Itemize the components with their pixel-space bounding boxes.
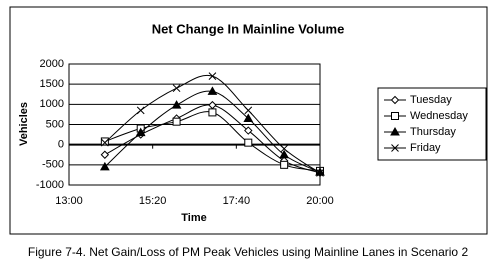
y-tick-label: -500	[42, 159, 64, 171]
legend-label: Tuesday	[410, 94, 452, 106]
data-point	[208, 108, 217, 117]
caption: Figure 7-4. Net Gain/Loss of PM Peak Veh…	[28, 245, 469, 259]
data-point	[316, 169, 324, 177]
data-point	[99, 161, 110, 171]
data-point	[208, 72, 217, 80]
data-point	[244, 126, 253, 135]
data-point	[279, 149, 290, 159]
data-point	[100, 137, 109, 146]
data-point	[280, 160, 289, 169]
x-tick-label: 15:20	[139, 195, 167, 207]
y-axis-label: Vehicles	[18, 102, 30, 146]
data-point	[101, 138, 109, 147]
legend-marker	[390, 95, 400, 105]
data-point	[136, 106, 145, 115]
data-point	[244, 138, 253, 147]
data-point	[135, 127, 146, 137]
legend-marker	[391, 144, 399, 152]
legend-marker	[390, 126, 400, 136]
legend-label: Wednesday	[410, 110, 468, 122]
y-tick-label: 0	[58, 139, 64, 151]
x-tick-label: 13:00	[55, 195, 83, 207]
data-point	[171, 100, 182, 109]
y-tick-label: 2000	[40, 58, 64, 70]
data-point	[243, 113, 254, 122]
data-point	[172, 117, 181, 126]
legend-label: Thursday	[410, 126, 456, 138]
legend-label: Friday	[410, 142, 441, 154]
y-tick-label: 1000	[40, 98, 64, 110]
chart-title: Net Change In Mainline Volume	[152, 21, 345, 36]
y-tick-label: -1000	[36, 179, 64, 191]
data-point	[172, 84, 181, 93]
x-axis-label: Time	[181, 212, 206, 224]
y-tick-label: 500	[46, 118, 64, 130]
legend-marker	[391, 112, 399, 120]
data-point	[100, 150, 110, 159]
y-tick-label: 1500	[40, 78, 64, 90]
x-tick-label: 20:00	[306, 195, 334, 207]
data-point	[244, 106, 253, 115]
plot-border	[68, 63, 321, 186]
data-point	[280, 144, 288, 153]
x-tick-label: 17:40	[223, 195, 251, 207]
data-point	[207, 86, 218, 95]
